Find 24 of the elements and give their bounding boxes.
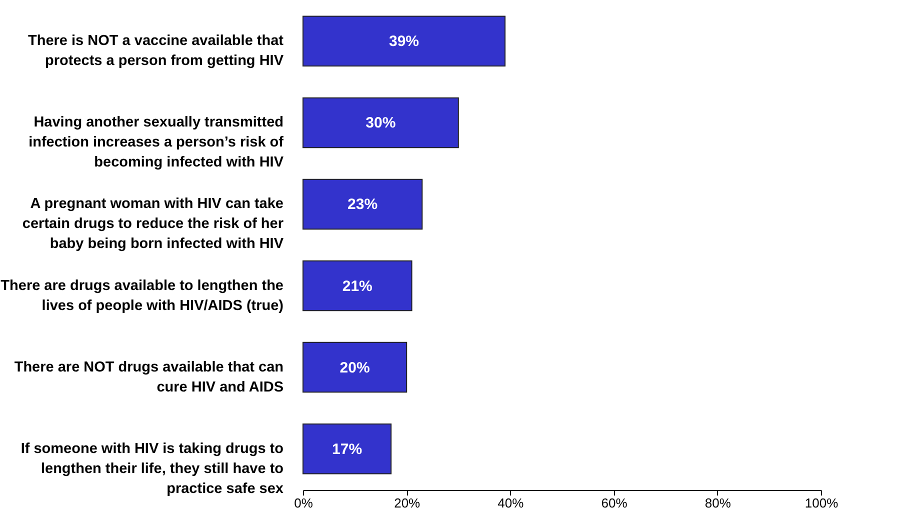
- x-tick-label: 40%: [498, 496, 524, 510]
- bar: [302, 423, 392, 474]
- bar: [302, 16, 506, 67]
- data-label: 30%: [366, 114, 396, 132]
- y-tick-label: If someone with HIV is taking drugs to lengthen their life, they still have to practice safe sex: [20, 440, 284, 497]
- bar: [302, 342, 408, 393]
- y-tick-label: There are NOT drugs available that can cure HIV and AIDS: [14, 359, 284, 396]
- x-tick-label: 100%: [804, 496, 839, 510]
- data-label: 20%: [340, 359, 370, 376]
- x-tick-label: 20%: [394, 496, 421, 510]
- bar: [302, 260, 412, 312]
- data-label: 17%: [332, 440, 362, 458]
- y-tick-label: There is NOT a vaccine available that protects a person from getting HIV: [28, 33, 284, 70]
- x-tick-label: 0%: [294, 496, 314, 510]
- x-tick-label: 80%: [704, 496, 732, 510]
- bar: [302, 178, 423, 230]
- bar: [302, 97, 459, 148]
- data-label: 21%: [342, 278, 372, 295]
- y-tick-label: There are drugs available to lengthen the lives of people with HIV/AIDS (true): [0, 278, 284, 314]
- data-label: 23%: [348, 196, 378, 214]
- x-tick-label: 60%: [601, 496, 628, 510]
- y-tick-label: Having another sexually transmitted infection increases a person’s risk of becoming infected with HIV: [28, 114, 284, 171]
- y-tick-label: A pregnant woman with HIV can take certain drugs to reduce the risk of her baby being born infected with HIV: [22, 196, 284, 252]
- data-label: 39%: [388, 33, 420, 50]
